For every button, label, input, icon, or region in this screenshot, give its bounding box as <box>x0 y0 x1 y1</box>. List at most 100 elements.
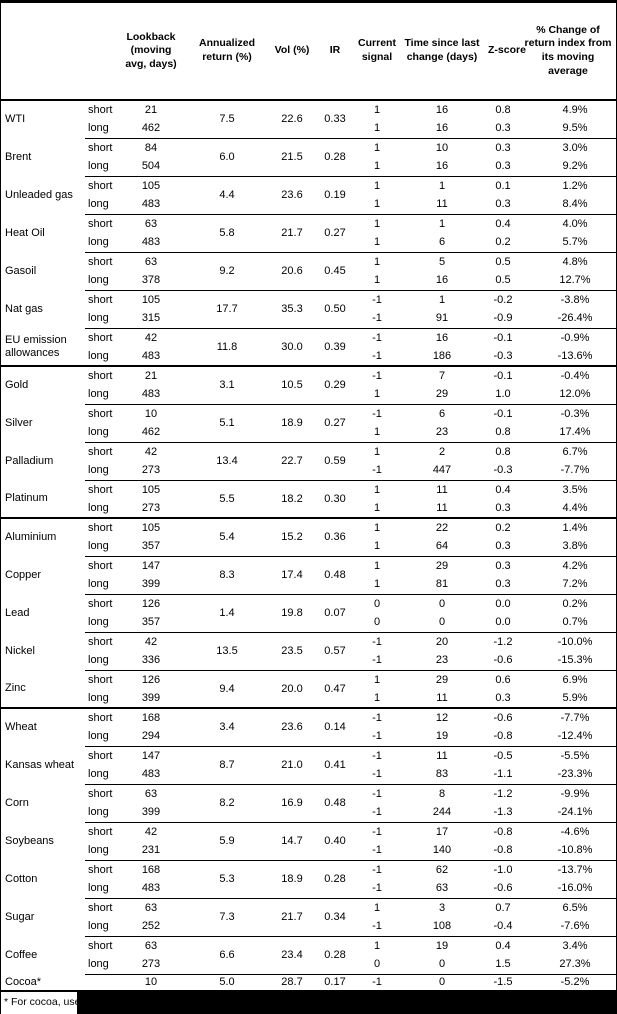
vol-value: 19.8 <box>270 593 314 632</box>
vol-value: 22.7 <box>270 441 314 480</box>
table-row: Zinc short 126 9.4 20.0 0.47 1 29 0.6 6.9% <box>1 669 616 708</box>
pct-change-value: -0.9% <box>520 327 616 347</box>
z-score-value: -1.2 <box>486 631 520 651</box>
ir-value: 0.45 <box>314 251 356 290</box>
position-label: short <box>85 631 118 651</box>
time-since-value: 62 <box>398 859 486 879</box>
current-signal-value: 1 <box>373 198 381 211</box>
vol-value: 35.3 <box>270 289 314 328</box>
time-since-value: 83 <box>435 768 449 781</box>
z-score-value: 1.5 <box>495 958 511 971</box>
current-signal-value: 1 <box>356 935 398 955</box>
z-score-value: 0.6 <box>486 669 520 689</box>
position-label: short <box>85 821 118 841</box>
position-label: long <box>88 920 109 933</box>
lookback-value: 84 <box>118 137 184 157</box>
lookback-value: 147 <box>118 555 184 575</box>
z-score-value: 0.4 <box>486 479 520 499</box>
position-label: short <box>85 137 118 157</box>
commodity-name: Gold <box>1 365 85 404</box>
z-score-value: 0.3 <box>495 502 511 514</box>
z-score-value: -0.2 <box>486 289 520 309</box>
time-since-value: 0 <box>438 958 446 971</box>
position-column-header <box>85 3 118 101</box>
pct-change-value: -5.5% <box>520 745 616 765</box>
current-signal-value: -1 <box>356 365 398 385</box>
table-row: Wheat short 168 3.4 23.6 0.14 -1 12 -0.6 -7.7% <box>1 707 616 746</box>
position-label: long <box>88 160 109 173</box>
annualized-return-value: 8.3 <box>184 555 270 594</box>
pct-change-value: -0.4% <box>520 365 616 385</box>
lookback-value: 126 <box>118 593 184 613</box>
lookback-value: 10 <box>118 403 184 423</box>
commodity-name: Platinum <box>5 492 48 505</box>
lookback-value: 273 <box>141 958 161 971</box>
table-row: Palladium short 42 13.4 22.7 0.59 1 2 0.8 6.7% <box>1 441 616 480</box>
z-score-value: 0.0 <box>486 593 520 613</box>
position-label: long <box>88 844 109 857</box>
time-since-value: 0 <box>438 616 446 629</box>
pct-change-value: -16.0% <box>557 882 593 895</box>
lookback-value: 273 <box>141 464 161 477</box>
current-signal-value: -1 <box>372 654 382 667</box>
ir-value: 0.07 <box>314 593 356 632</box>
position-label: short <box>85 441 118 461</box>
z-score-value: 0.3 <box>495 692 511 704</box>
z-score-value: 0.0 <box>495 616 511 629</box>
table-row: long 483 -1 83 -1.1 -23.3% <box>1 765 616 784</box>
current-signal-value: 0 <box>356 593 398 613</box>
footnote: * For cocoa, uses c <box>1 992 616 1014</box>
pct-change-value: 1.2% <box>520 175 616 195</box>
lookback-value: 21 <box>118 365 184 385</box>
pct-change-value: 17.4% <box>559 426 591 439</box>
pct-change-value: -10.0% <box>520 631 616 651</box>
annualized-return-value: 5.5 <box>184 479 270 518</box>
time-since-value: 20 <box>398 631 486 651</box>
table-row: Corn short 63 8.2 16.9 0.48 -1 8 -1.2 -9.9% <box>1 783 616 822</box>
z-score-value: -0.8 <box>493 844 513 857</box>
position-label: long <box>88 274 109 287</box>
table-row: Lead short 126 1.4 19.8 0.07 0 0 0.0 0.2% <box>1 593 616 632</box>
time-since-value: 1 <box>398 213 486 233</box>
ir-value: 0.27 <box>314 403 356 442</box>
position-label: long <box>88 426 109 439</box>
position-label: long <box>88 350 109 362</box>
position-label: short <box>85 555 118 575</box>
commodity-name: Coffee <box>5 948 38 961</box>
table-row: long 273 0 0 1.5 27.3% <box>1 955 616 974</box>
table-row: long 483 -1 186 -0.3 -13.6% <box>1 347 616 366</box>
current-signal-value: 1 <box>373 388 381 401</box>
lookback-value: 21 <box>144 104 158 116</box>
current-signal-value: -1 <box>356 745 398 765</box>
z-score-value: -1.3 <box>493 806 513 819</box>
commodity-name: Unleaded gas <box>5 188 73 201</box>
time-since-value: 23 <box>435 426 449 439</box>
lookback-value: 42 <box>118 631 184 651</box>
time-since-value: 0 <box>398 973 486 991</box>
pct-change-value: 6.7% <box>520 441 616 461</box>
ir-value: 0.36 <box>314 517 356 556</box>
ir-value: 0.28 <box>314 859 356 898</box>
time-since-value: 0 <box>398 593 486 613</box>
ir-value: 0.39 <box>314 327 356 366</box>
time-since-value: 29 <box>435 388 449 401</box>
current-signal-value: 1 <box>373 236 381 249</box>
vol-value: 14.7 <box>270 821 314 860</box>
time-since-value: 16 <box>398 327 486 347</box>
position-label: long <box>88 882 109 895</box>
time-since-value: 7 <box>398 365 486 385</box>
z-score-value: 0.5 <box>486 251 520 271</box>
pct-change-value: -4.6% <box>520 821 616 841</box>
current-signal-value: 1 <box>373 104 381 116</box>
pct-change-value: 4.4% <box>562 502 588 514</box>
commodity-name: Sugar <box>5 910 35 923</box>
time-since-value: 6 <box>398 403 486 423</box>
z-score-value: 0.3 <box>495 578 511 591</box>
table-row: long 273 -1 447 -0.3 -7.7% <box>1 461 616 480</box>
current-signal-value: 1 <box>356 517 398 537</box>
z-score-value: -0.5 <box>486 745 520 765</box>
annualized-return-value: 8.2 <box>184 783 270 822</box>
position-label: short <box>85 213 118 233</box>
annualized-return-value: 5.3 <box>184 859 270 898</box>
pct-change-value: 5.9% <box>562 692 588 704</box>
